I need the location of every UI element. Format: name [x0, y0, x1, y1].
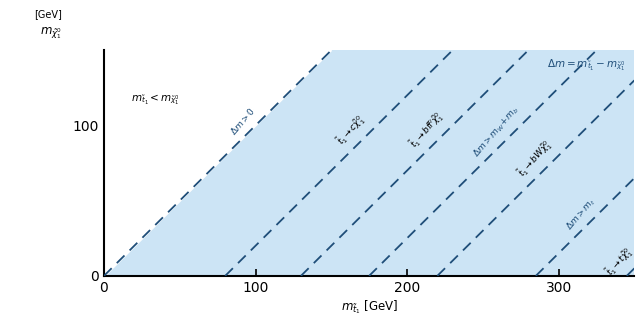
Text: $\tilde{t}_1 \to t\tilde{\chi}_1^0$: $\tilde{t}_1 \to t\tilde{\chi}_1^0$: [602, 244, 637, 280]
Text: $m_{\tilde{\chi}_1^0}$: $m_{\tilde{\chi}_1^0}$: [40, 26, 62, 41]
Text: $\Delta m > m_t$: $\Delta m > m_t$: [563, 194, 599, 232]
Text: $m_{\tilde{t}_1} < m_{\tilde{\chi}_1^0}$: $m_{\tilde{t}_1} < m_{\tilde{\chi}_1^0}$: [131, 92, 180, 107]
Polygon shape: [104, 50, 635, 276]
Text: $\Delta m > 0$: $\Delta m > 0$: [228, 105, 258, 137]
Polygon shape: [104, 50, 331, 276]
Text: [GeV]: [GeV]: [34, 9, 62, 19]
Text: $\Delta m = m_{\tilde{t}_1} - m_{\tilde{\chi}_1^0}$: $\Delta m = m_{\tilde{t}_1} - m_{\tilde{…: [547, 57, 626, 73]
Text: $\tilde{t}_1 \to bf\!f'\tilde{\chi}_1^0$: $\tilde{t}_1 \to bf\!f'\tilde{\chi}_1^0$: [406, 109, 447, 152]
Text: $\Delta m > m_W\!+\!m_b$: $\Delta m > m_W\!+\!m_b$: [471, 104, 522, 160]
Text: $\tilde{t}_1 \to bW\tilde{\chi}_1^0$: $\tilde{t}_1 \to bW\tilde{\chi}_1^0$: [514, 136, 556, 181]
Text: $\tilde{t}_1 \to c\tilde{\chi}_1^0$: $\tilde{t}_1 \to c\tilde{\chi}_1^0$: [333, 112, 368, 149]
X-axis label: $m_{\tilde{t}_1}$ [GeV]: $m_{\tilde{t}_1}$ [GeV]: [341, 299, 398, 317]
